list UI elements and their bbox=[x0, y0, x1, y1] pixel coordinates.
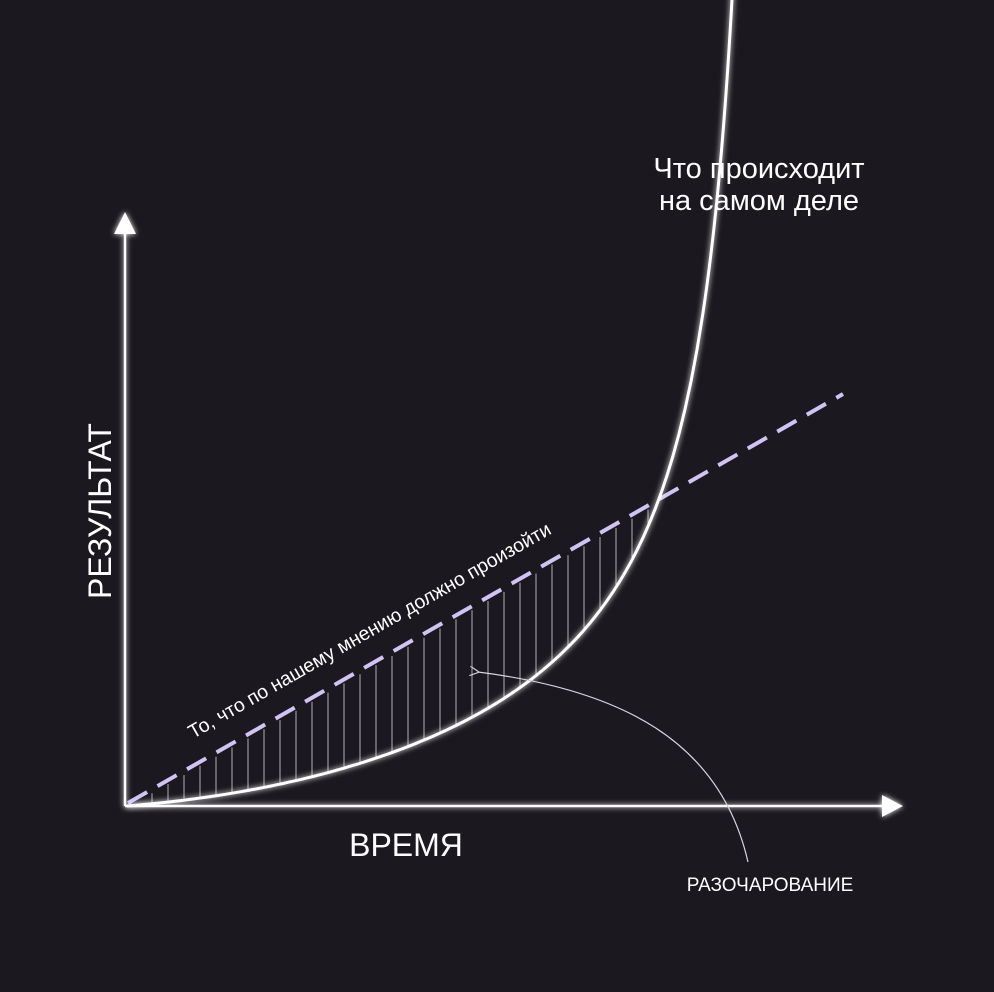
expectation-line bbox=[127, 392, 844, 805]
y-axis-label: РЕЗУЛЬТАТ bbox=[82, 423, 118, 599]
reality-label-line1: Что происходит bbox=[653, 153, 864, 185]
reality-curve bbox=[126, 0, 734, 808]
x-axis bbox=[125, 795, 903, 817]
x-axis-label: ВРЕМЯ bbox=[349, 827, 463, 863]
y-axis bbox=[114, 212, 136, 806]
y-axis-arrow-icon bbox=[114, 212, 136, 234]
disappointment-label: РАЗОЧАРОВАНИЕ bbox=[687, 875, 854, 896]
expectation-label: То, что по нашему мнению должно произойт… bbox=[185, 518, 555, 743]
x-axis-arrow-icon bbox=[882, 795, 903, 817]
reality-label-line2: на самом деле bbox=[659, 185, 859, 217]
disappointment-hatching bbox=[151, 509, 649, 804]
disappointment-pointer bbox=[478, 672, 749, 863]
